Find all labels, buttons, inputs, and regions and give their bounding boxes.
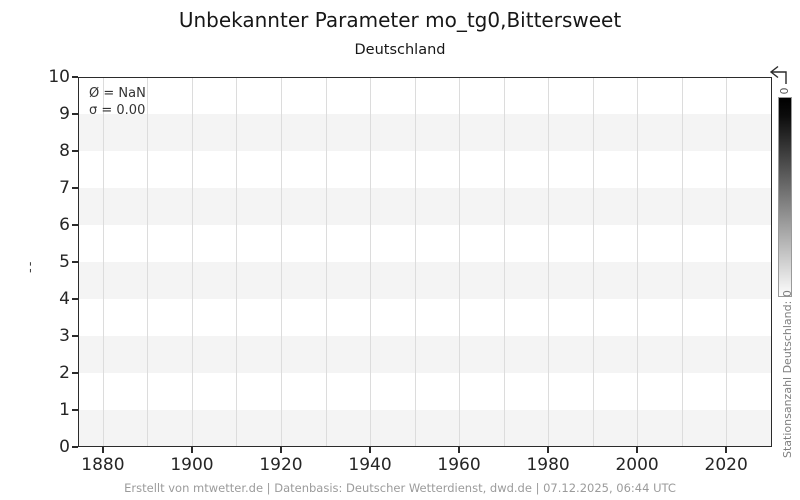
y-tick-mark [72, 372, 78, 374]
y-tick-label: 9 [59, 103, 70, 124]
chart-subtitle: Deutschland [354, 42, 446, 58]
x-gridline [681, 77, 683, 447]
x-gridline [459, 77, 461, 447]
y-tick-label: 4 [59, 288, 70, 309]
y-tick-label: 6 [59, 214, 70, 235]
x-gridline [548, 77, 550, 447]
y-tick-label: 0 [59, 436, 70, 457]
x-gridline [503, 77, 505, 447]
x-tick-label: 1880 [81, 455, 125, 475]
x-gridline [280, 77, 282, 447]
y-tick-label: 1 [59, 399, 70, 420]
y-tick-mark [72, 261, 78, 263]
y-tick-mark [72, 187, 78, 189]
x-tick-label: 1940 [348, 455, 392, 475]
y-tick-mark [72, 409, 78, 411]
stats-annotation: Ø = NaN σ = 0.00 [89, 85, 146, 119]
y-tick-label: 10 [48, 66, 70, 87]
x-tick-label: 2000 [615, 455, 659, 475]
y-tick-label: 2 [59, 362, 70, 383]
x-gridline [414, 77, 416, 447]
y-tick-mark [72, 335, 78, 337]
footer-credit: Erstellt von mtwetter.de | Datenbasis: D… [124, 481, 676, 495]
mean-value: Ø = NaN [89, 86, 146, 101]
chart-title: Unbekannter Parameter mo_tg0,Bittersweet [178, 8, 622, 32]
plot-area [78, 77, 772, 447]
x-tick-label: 1900 [170, 455, 214, 475]
x-tick-mark [369, 447, 371, 453]
x-gridline [370, 77, 372, 447]
y-tick-label: 3 [59, 325, 70, 346]
x-tick-mark [636, 447, 638, 453]
colorbar [778, 97, 792, 297]
plot-band [78, 188, 772, 225]
x-tick-mark [280, 447, 282, 453]
y-tick-mark [72, 298, 78, 300]
x-gridline [236, 77, 238, 447]
colorbar-arrow-icon [769, 65, 787, 84]
plot-band [78, 114, 772, 151]
x-tick-mark [458, 447, 460, 453]
plot-band [78, 336, 772, 373]
plot-band [78, 410, 772, 447]
x-tick-label: 1920 [259, 455, 303, 475]
plot-band [78, 262, 772, 299]
x-gridline [637, 77, 639, 447]
x-gridline [726, 77, 728, 447]
y-tick-mark [72, 446, 78, 448]
x-gridline [147, 77, 149, 447]
x-tick-mark [547, 447, 549, 453]
y-tick-mark [72, 76, 78, 78]
colorbar-label: Stationsanzahl Deutschland: 0 [781, 290, 794, 458]
y-tick-mark [72, 150, 78, 152]
y-tick-label: 8 [59, 140, 70, 161]
x-tick-label: 1960 [437, 455, 481, 475]
sigma-value: σ = 0.00 [89, 103, 146, 118]
x-tick-mark [725, 447, 727, 453]
x-gridline [191, 77, 193, 447]
y-tick-label: 7 [59, 177, 70, 198]
x-tick-mark [191, 447, 193, 453]
y-tick-mark [72, 113, 78, 115]
x-gridline [592, 77, 594, 447]
x-gridline [325, 77, 327, 447]
x-tick-label: 1980 [526, 455, 570, 475]
x-tick-mark [102, 447, 104, 453]
x-gridline [102, 77, 104, 447]
y-tick-mark [72, 224, 78, 226]
x-tick-label: 2020 [704, 455, 748, 475]
y-tick-label: 5 [59, 251, 70, 272]
